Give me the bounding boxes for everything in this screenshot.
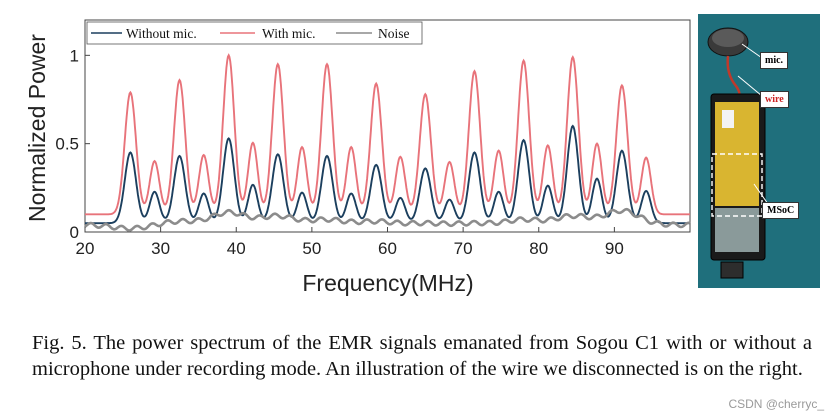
- usb-connector: [720, 261, 744, 279]
- y-tick-label: 0.5: [55, 135, 79, 154]
- x-tick-label: 40: [227, 239, 246, 258]
- x-tick-label: 20: [76, 239, 95, 258]
- legend: Without mic. With mic. Noise: [86, 21, 423, 45]
- legend-label-noise: Noise: [378, 26, 410, 41]
- series-noise-line: [84, 207, 691, 232]
- x-tick-label: 70: [454, 239, 473, 258]
- power-spectrum-chart: 20 30 40 50 60 70 80 90 0 0.5 1 Normalized Power F…: [24, 19, 691, 296]
- y-tick-label: 1: [70, 46, 79, 65]
- mic-callout: mic.: [760, 52, 789, 69]
- wire-leader-line: [737, 75, 763, 97]
- x-tick-label: 50: [302, 239, 321, 258]
- msoc-callout: MSoC: [762, 202, 800, 219]
- x-tick-label: 90: [605, 239, 624, 258]
- plot-area-frame: [84, 19, 691, 233]
- pcb-drawing: [715, 208, 759, 252]
- microphone-mesh: [712, 29, 744, 47]
- msoc-highlight: [711, 153, 763, 217]
- y-axis-label: Normalized Power: [24, 34, 50, 222]
- x-tick-label: 60: [378, 239, 397, 258]
- series-with-mic-line: [85, 53, 690, 216]
- watermark: CSDN @cherryc_: [728, 397, 824, 411]
- battery-sticker: [722, 110, 734, 128]
- mic-leader-line: [741, 43, 763, 59]
- msoc-leader-line: [753, 183, 769, 205]
- figure-caption: Fig. 5. The power spectrum of the EMR si…: [32, 332, 812, 380]
- figure: 20 30 40 50 60 70 80 90 0 0.5 1 Normalized Power F…: [24, 14, 820, 296]
- x-tick-label: 80: [529, 239, 548, 258]
- x-axis-label: Frequency(MHz): [302, 270, 473, 296]
- legend-label-without-mic: Without mic.: [126, 26, 197, 41]
- x-tick-label: 30: [151, 239, 170, 258]
- y-tick-label: 0: [70, 223, 79, 242]
- legend-label-with-mic: With mic.: [262, 26, 315, 41]
- series-without-mic-line: [85, 124, 690, 225]
- device-illustration: [698, 14, 820, 288]
- wire-callout: wire: [760, 91, 789, 108]
- device-photo: mic. wire MSoC: [698, 14, 820, 288]
